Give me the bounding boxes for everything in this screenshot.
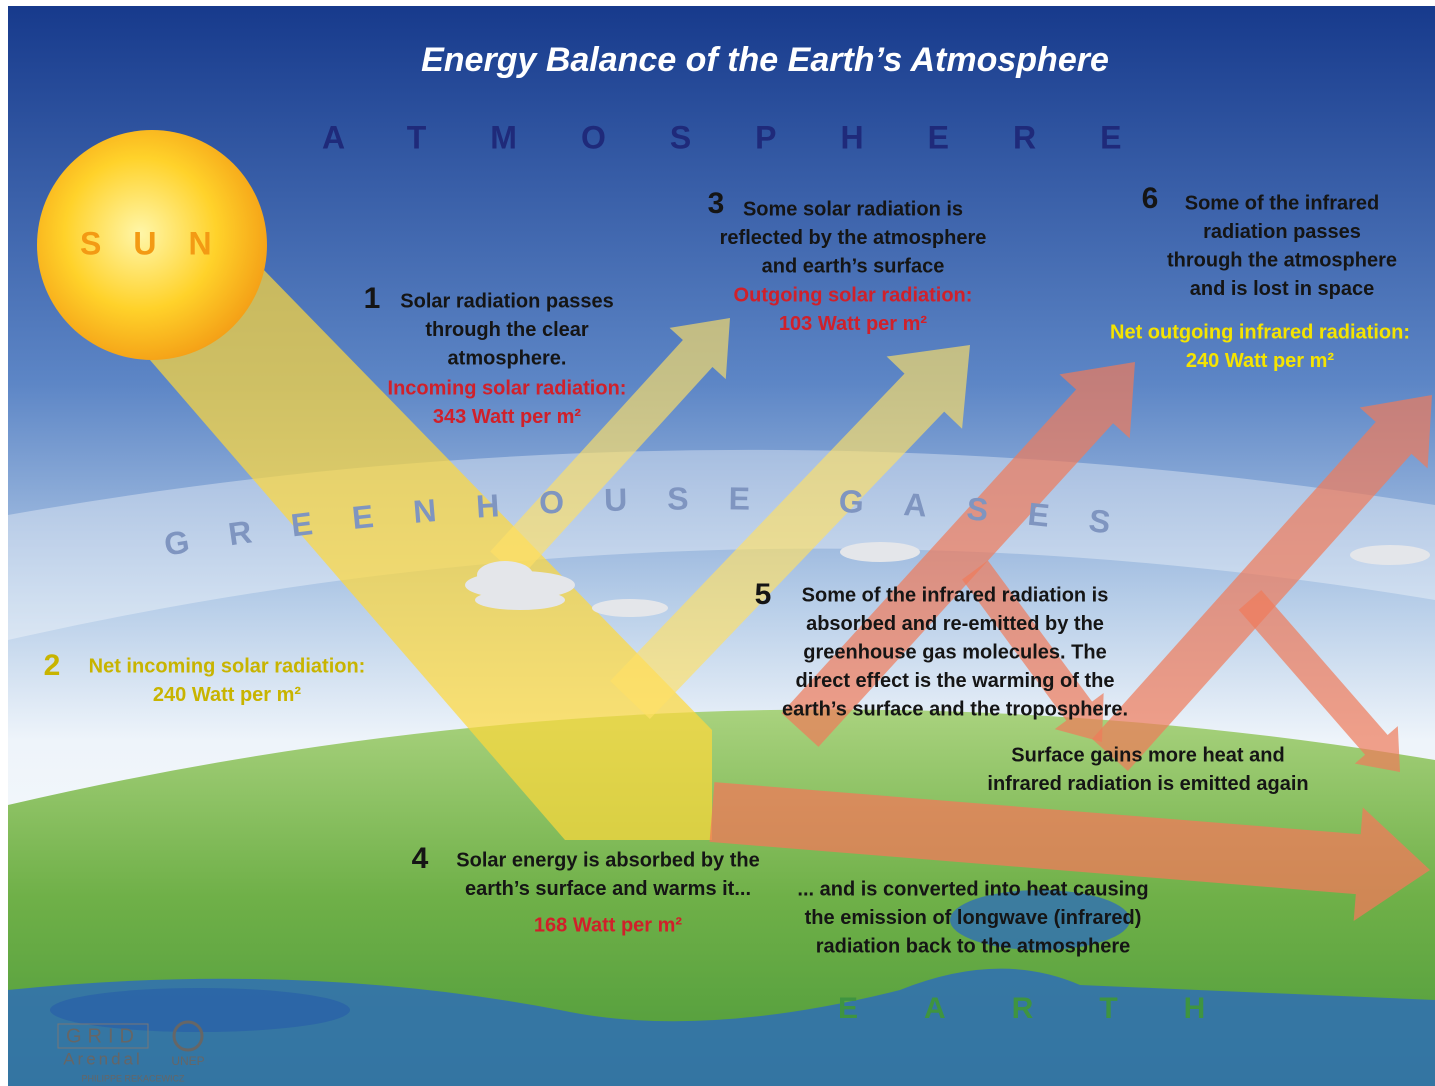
step-text: Solar radiation passes [400, 290, 613, 312]
note-text: infrared radiation is emitted again [987, 773, 1308, 795]
step-text: earth’s surface and warms it... [465, 878, 751, 900]
step-text: Solar energy is absorbed by the [456, 849, 759, 871]
sun-label: SUN [80, 225, 244, 261]
step-text: absorbed and re-emitted by the [806, 613, 1104, 635]
step-highlight: 343 Watt per m² [433, 406, 582, 428]
author: PHILIPPE REKACEWICZ [81, 1073, 185, 1083]
step-text: radiation passes [1203, 221, 1361, 243]
step-number: 5 [755, 578, 772, 611]
step-text: and is lost in space [1190, 278, 1375, 300]
step-text: Some of the infrared [1185, 192, 1379, 214]
step-number: 2 [44, 649, 61, 682]
step-number: 1 [364, 282, 381, 315]
note-text: ... and is converted into heat causing [797, 878, 1148, 900]
earth-label: EARTH [838, 992, 1271, 1025]
step-text: earth’s surface and the troposphere. [782, 698, 1128, 720]
step-text: and earth’s surface [762, 255, 945, 277]
step-highlight: 240 Watt per m² [1186, 350, 1335, 372]
step-text: Some solar radiation is [743, 198, 963, 220]
diagram: Energy Balance of the Earth’s Atmosphere… [0, 0, 1435, 1086]
logo: GRID [66, 1025, 140, 1047]
step-number: 4 [412, 842, 429, 875]
step-highlight: Incoming solar radiation: [388, 377, 627, 399]
step-number: 6 [1142, 182, 1159, 215]
note-text: radiation back to the atmosphere [816, 935, 1131, 957]
note-text: Surface gains more heat and [1011, 744, 1284, 766]
step-text: reflected by the atmosphere [720, 227, 987, 249]
step-highlight: 168 Watt per m² [534, 914, 683, 936]
step-text: direct effect is the warming of the [796, 670, 1115, 692]
step-text: through the atmosphere [1167, 249, 1397, 271]
step-text: Some of the infrared radiation is [802, 584, 1109, 606]
step-highlight: Outgoing solar radiation: [734, 284, 973, 306]
step-highlight: Net outgoing infrared radiation: [1110, 321, 1410, 343]
atmosphere-label: ATMOSPHERE [322, 119, 1185, 155]
place: Arendal [63, 1049, 143, 1068]
step-text: atmosphere. [448, 347, 567, 369]
note-text: the emission of longwave (infrared) [805, 907, 1142, 929]
title: Energy Balance of the Earth’s Atmosphere [421, 41, 1109, 79]
step-text: through the clear [425, 319, 589, 341]
step-text: greenhouse gas molecules. The [803, 641, 1106, 663]
step-number: 3 [708, 187, 725, 220]
step-highlight: 240 Watt per m² [153, 684, 302, 706]
org: UNEP [171, 1054, 204, 1068]
step-highlight: 103 Watt per m² [779, 313, 928, 335]
step-highlight: Net incoming solar radiation: [89, 655, 366, 677]
